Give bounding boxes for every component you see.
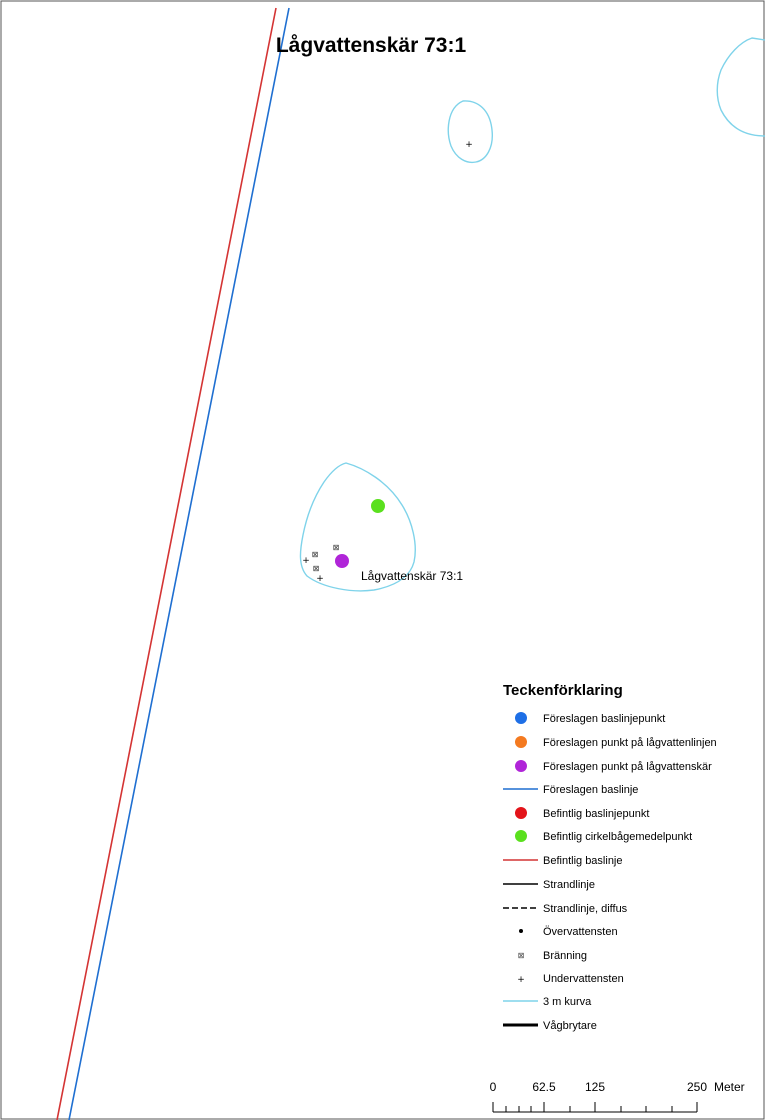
map-title: Lågvattenskär 73:1 xyxy=(276,34,467,57)
legend-item-label: Strandlinje xyxy=(543,879,595,891)
scale-bar: 0 62.5 125 250 Meter xyxy=(490,1080,745,1113)
plus-icon: + xyxy=(517,975,525,985)
legend-item-label: Vågbrytare xyxy=(543,1020,597,1032)
existing-baseline-line xyxy=(56,7,277,1120)
breaker-icon: ⊠ xyxy=(333,543,340,552)
purple-dot-icon xyxy=(515,760,527,772)
scale-label-250: 250 xyxy=(687,1080,707,1094)
underwater-rock-icon: + xyxy=(302,556,310,566)
legend-item-label: Befintlig baslinje xyxy=(543,855,623,867)
legend-item-label: Strandlinje, diffus xyxy=(543,903,628,915)
scale-label-0: 0 xyxy=(490,1080,497,1094)
orange-dot-icon xyxy=(515,736,527,748)
legend-item-label: 3 m kurva xyxy=(543,996,592,1008)
proposed-baseline-line xyxy=(68,7,290,1120)
legend-item-label: Befintlig baslinjepunkt xyxy=(543,808,649,820)
legend: Teckenförklaring Föreslagen baslinjepunk… xyxy=(503,682,717,1032)
scale-label-125: 125 xyxy=(585,1080,605,1094)
legend-item-label: Befintlig cirkelbågemedelpunkt xyxy=(543,831,692,843)
scale-unit: Meter xyxy=(714,1080,745,1094)
blue-dot-icon xyxy=(515,712,527,724)
contour-3m-right-edge xyxy=(716,37,765,137)
contour-3m-rock-area xyxy=(299,462,416,592)
breaker-icon: ⊠ xyxy=(313,564,320,573)
underwater-rock-icon: + xyxy=(465,140,473,150)
legend-item-label: Övervattensten xyxy=(543,926,618,938)
legend-item-label: Föreslagen baslinjepunkt xyxy=(543,713,665,725)
green-dot-icon xyxy=(515,830,527,842)
underwater-rock-icon: + xyxy=(316,574,324,584)
proposed-lowwater-rock-point[interactable] xyxy=(335,554,349,568)
feature-label: Lågvattenskär 73:1 xyxy=(361,569,463,583)
red-dot-icon xyxy=(515,807,527,819)
legend-title: Teckenförklaring xyxy=(503,682,623,699)
legend-item-label: Undervattensten xyxy=(543,973,624,985)
asterisk-icon: ⊠ xyxy=(518,951,525,960)
contour-3m-small-islet xyxy=(447,100,493,164)
small-dot-icon xyxy=(519,929,523,933)
legend-item-label: Föreslagen punkt på lågvattenlinjen xyxy=(543,737,717,749)
legend-item-label: Bränning xyxy=(543,950,587,962)
breaker-icon: ⊠ xyxy=(312,550,319,559)
legend-item-label: Föreslagen punkt på lågvattenskär xyxy=(543,761,712,773)
legend-item-label: Föreslagen baslinje xyxy=(543,784,638,796)
scale-label-62: 62.5 xyxy=(532,1080,556,1094)
existing-arc-center-point[interactable] xyxy=(371,499,385,513)
